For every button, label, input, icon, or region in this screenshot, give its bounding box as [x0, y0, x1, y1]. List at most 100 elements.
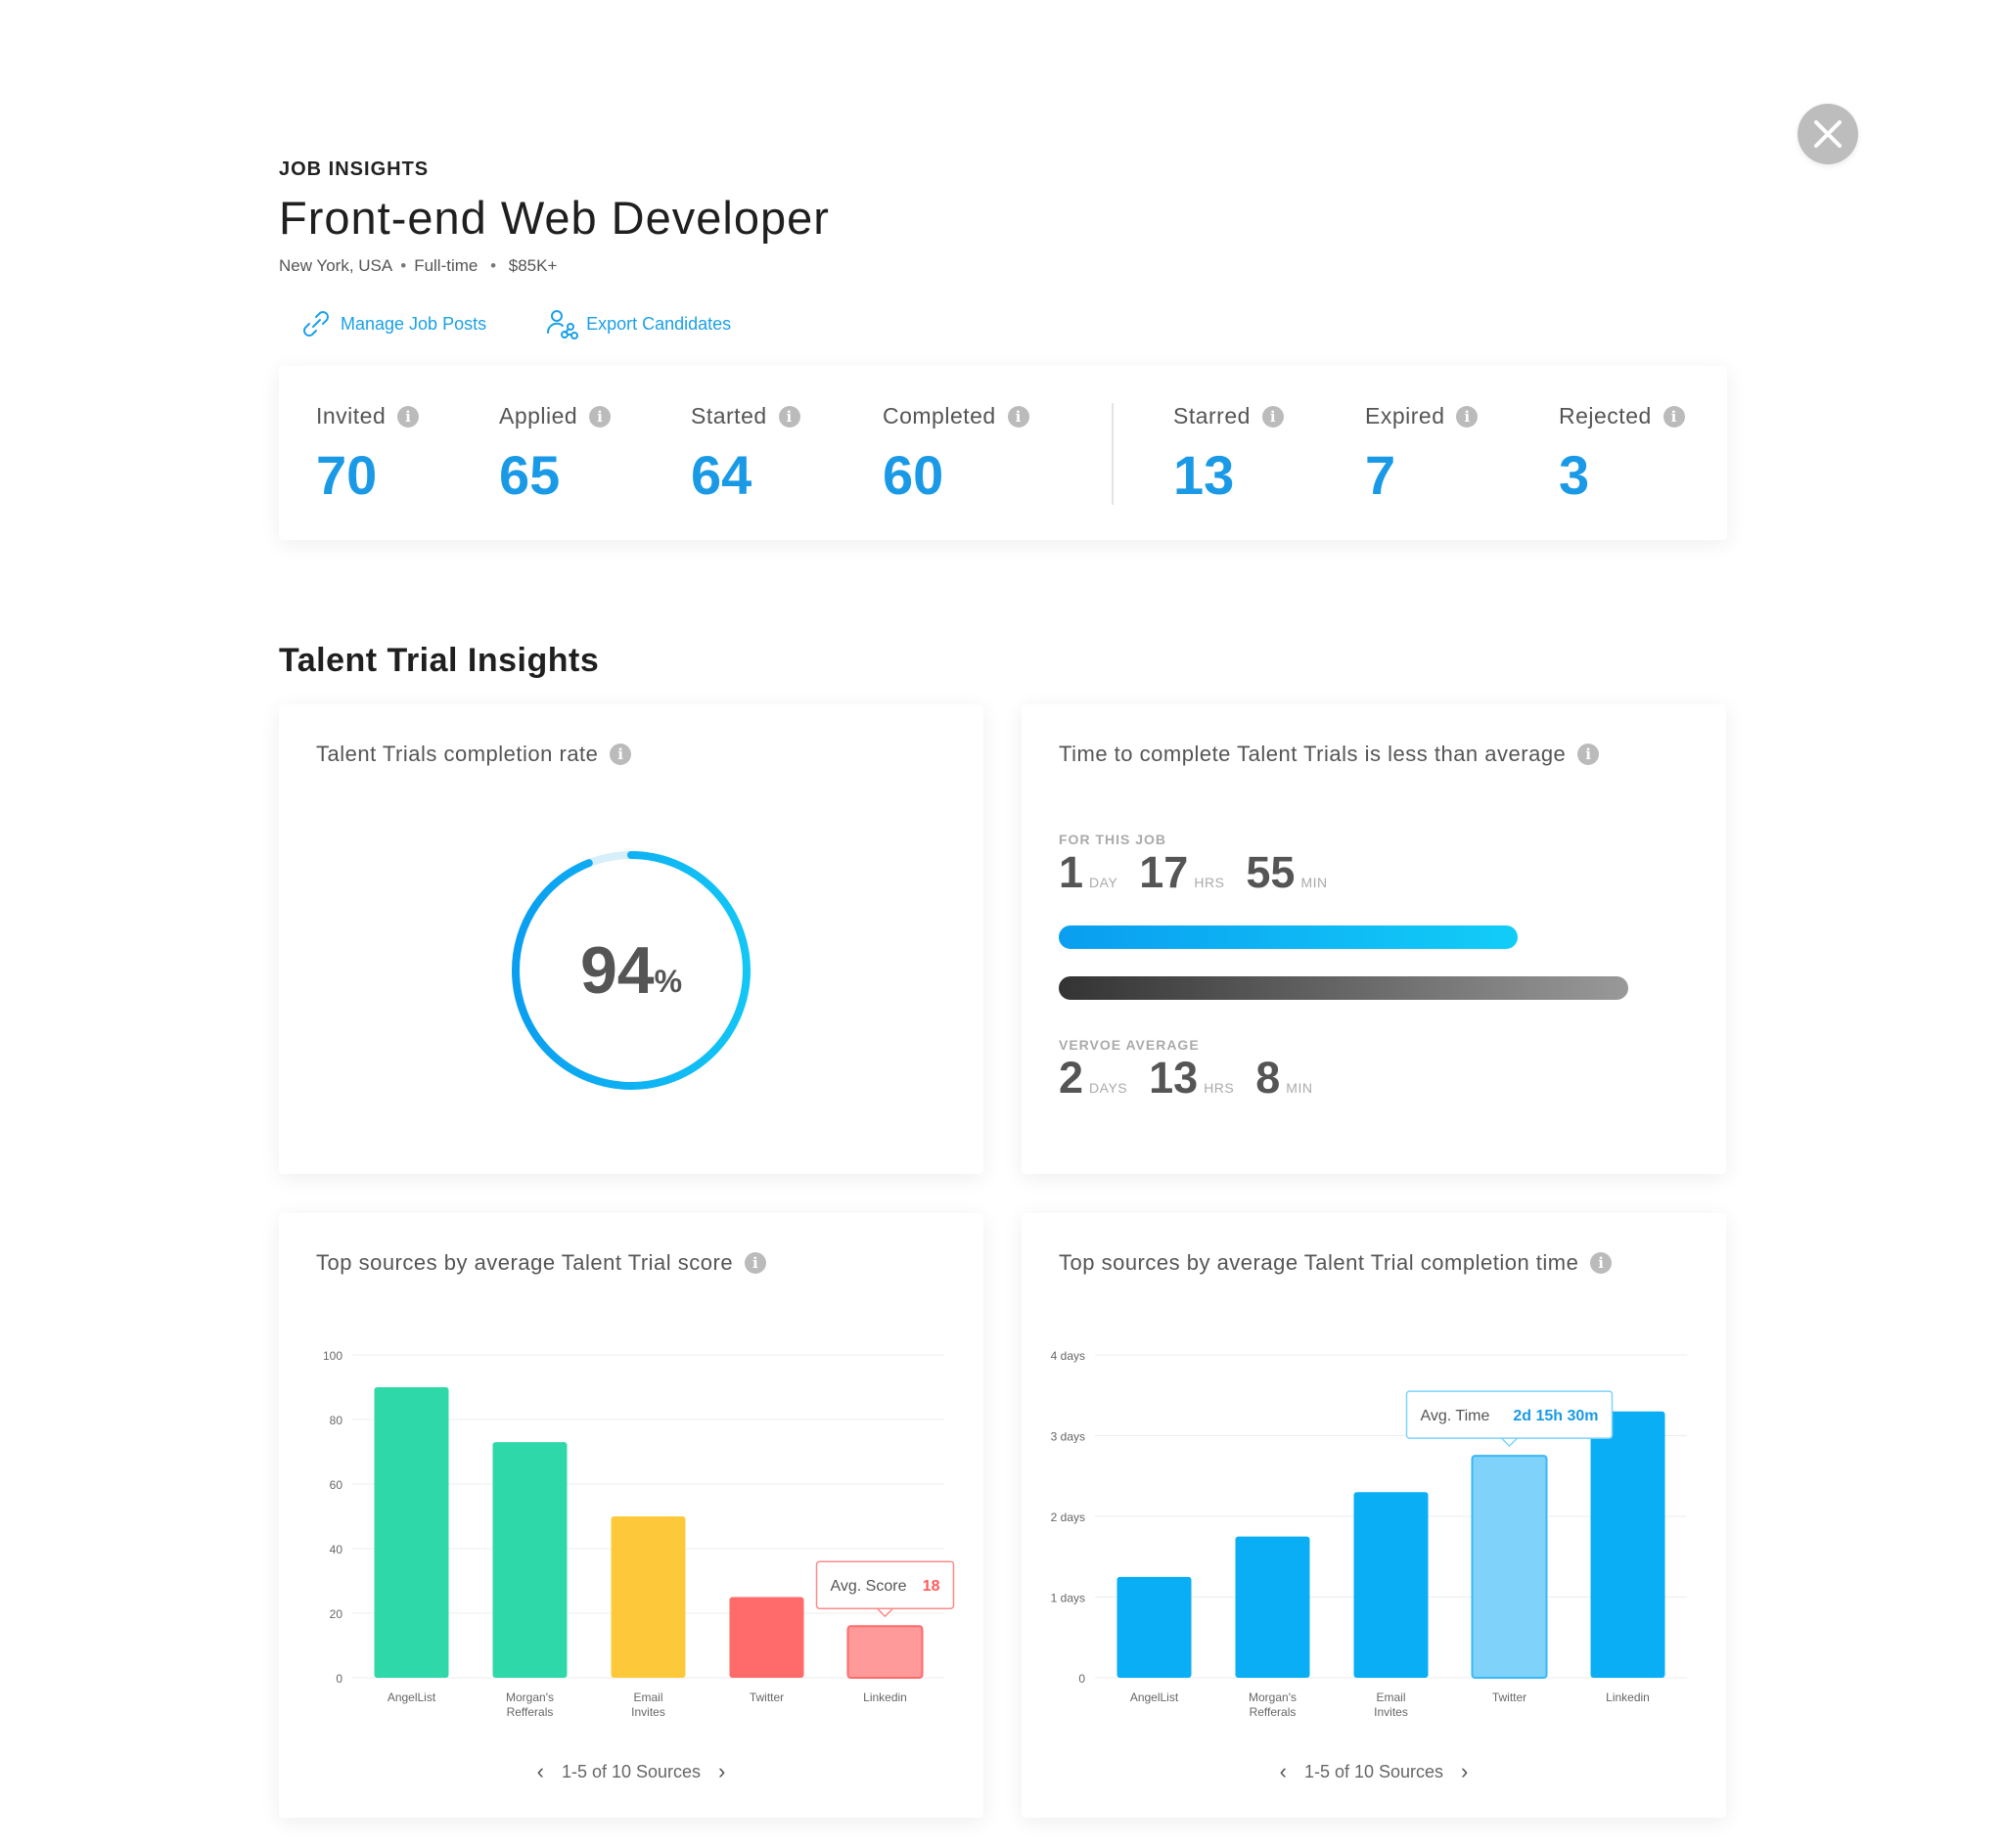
job-hours-unit: HRS [1194, 875, 1225, 890]
x-tick-label: Linkedin [863, 1690, 907, 1704]
chart-bar [611, 1516, 686, 1678]
tooltip-pointer [1499, 1437, 1520, 1448]
stat-label: Rejected [1559, 403, 1652, 428]
panel-title: Top sources by average Talent Trial scor… [316, 1250, 734, 1275]
avg-minutes: 8 [1255, 1053, 1281, 1103]
tooltip-pointer [875, 1607, 895, 1618]
stat-value: 64 [691, 444, 752, 506]
y-tick-label: 0 [336, 1672, 342, 1686]
job-minutes-unit: MIN [1300, 875, 1328, 890]
avg-minutes-unit: MIN [1286, 1080, 1313, 1096]
pager-label: 1-5 of 10 Sources [1303, 1761, 1444, 1781]
job-type: Full-time [414, 256, 478, 275]
info-icon[interactable]: i [1590, 1252, 1613, 1274]
panel-title-wrap: Top sources by average Talent Trial scor… [316, 1250, 767, 1276]
job-days: 1 [1059, 847, 1084, 897]
info-icon[interactable]: i [745, 1252, 767, 1274]
completion-rate-card: Talent Trials completion rate i 94 % [279, 704, 983, 1174]
job-minutes: 55 [1246, 847, 1296, 897]
stat-label: Started [691, 403, 767, 428]
manage-job-posts-link[interactable]: Manage Job Posts [299, 307, 486, 340]
x-tick-label: Refferals [507, 1705, 554, 1719]
chevron-right-icon[interactable]: › [718, 1759, 726, 1783]
y-tick-label: 80 [330, 1414, 343, 1427]
stat-label-wrap: Rejected i [1559, 403, 1685, 429]
y-tick-label: 100 [323, 1349, 342, 1363]
page-title: Front-end Web Developer [279, 192, 830, 244]
tooltip-label: Avg. Score [831, 1578, 907, 1595]
avg-days: 2 [1059, 1053, 1084, 1103]
meta-separator: • [485, 256, 501, 275]
chart-bar [1235, 1536, 1310, 1678]
x-tick-label: AngelList [1130, 1690, 1179, 1704]
info-icon[interactable]: i [610, 744, 632, 765]
stat-label-wrap: Invited i [316, 403, 420, 429]
job-salary: $85K+ [508, 256, 558, 275]
y-tick-label: 60 [330, 1478, 343, 1492]
y-tick-label: 2 days [1051, 1510, 1085, 1524]
chevron-right-icon[interactable]: › [1461, 1759, 1469, 1783]
stat-label: Completed [883, 403, 996, 428]
panel-title: Talent Trials completion rate [316, 742, 599, 766]
stat-value: 70 [316, 444, 378, 506]
job-meta: New York, USA • Full-time • $85K+ [279, 256, 1747, 276]
info-icon[interactable]: i [397, 405, 420, 428]
stats-card: Invited i 70 Applied i 65 Started i 64 Comp… [279, 366, 1727, 540]
chart-bar [1353, 1492, 1429, 1678]
y-tick-label: 40 [330, 1543, 343, 1556]
chart-bar [729, 1597, 804, 1678]
stat-label: Applied [499, 403, 578, 428]
info-icon[interactable]: i [1261, 405, 1284, 428]
chevron-left-icon[interactable]: ‹ [536, 1759, 544, 1783]
donut-value: 94 % [502, 841, 760, 1100]
page-eyebrow: JOB INSIGHTS [279, 158, 430, 180]
chart-bar [1590, 1411, 1665, 1678]
stat-rejected: Rejected i 3 [1559, 403, 1685, 507]
info-icon[interactable]: i [1456, 405, 1479, 428]
info-icon[interactable]: i [589, 405, 612, 428]
avg-hours: 13 [1149, 1053, 1199, 1103]
page-header: JOB INSIGHTS Front-end Web Developer New… [279, 158, 1747, 276]
score-chart-pager: ‹ 1-5 of 10 Sources › [279, 1759, 983, 1784]
chart-bar [846, 1625, 924, 1680]
chevron-left-icon[interactable]: ‹ [1279, 1759, 1287, 1783]
x-tick-label: AngelList [387, 1690, 436, 1704]
y-tick-label: 4 days [1051, 1349, 1085, 1363]
y-tick-label: 20 [330, 1607, 343, 1621]
stat-applied: Applied i 65 [499, 403, 612, 507]
info-icon[interactable]: i [778, 405, 800, 428]
stat-value: 7 [1365, 444, 1396, 506]
panel-title-wrap: Time to complete Talent Trials is less t… [1059, 742, 1600, 767]
x-tick-label: Twitter [750, 1690, 784, 1704]
x-tick-label: Morgan's [506, 1690, 554, 1704]
x-tick-label: Morgan's [1249, 1690, 1297, 1704]
stat-label: Invited [316, 403, 387, 428]
y-tick-label: 1 days [1051, 1592, 1085, 1605]
tooltip-value: 18 [923, 1578, 940, 1595]
info-icon[interactable]: i [1007, 405, 1029, 428]
chart-bar [1471, 1455, 1548, 1679]
stat-label-wrap: Applied i [499, 403, 612, 429]
job-days-unit: DAY [1089, 875, 1118, 890]
chart-bar [374, 1387, 449, 1678]
stat-value: 3 [1559, 444, 1590, 506]
export-candidates-link[interactable]: Export Candidates [545, 307, 731, 340]
close-icon [1814, 120, 1842, 148]
avg-hours-unit: HRS [1204, 1080, 1235, 1096]
link-icon [303, 311, 329, 337]
y-tick-label: 0 [1078, 1672, 1085, 1686]
stat-label-wrap: Started i [691, 403, 800, 429]
average-time-bar [1059, 976, 1628, 1000]
x-tick-label: Email [1376, 1690, 1405, 1704]
info-icon[interactable]: i [1577, 744, 1600, 765]
completion-donut: 94 % [502, 841, 760, 1100]
stat-started: Started i 64 [691, 403, 800, 507]
x-tick-label: Invites [631, 1705, 665, 1719]
donut-progress [512, 851, 751, 1090]
close-button[interactable] [1798, 104, 1858, 164]
info-icon[interactable]: i [1662, 405, 1685, 428]
time-chart-card: Top sources by average Talent Trial comp… [1022, 1213, 1726, 1818]
average-time-value: 2 DAYS 13 HRS 8 MIN [1059, 1053, 1328, 1104]
donut-svg [512, 851, 751, 1090]
